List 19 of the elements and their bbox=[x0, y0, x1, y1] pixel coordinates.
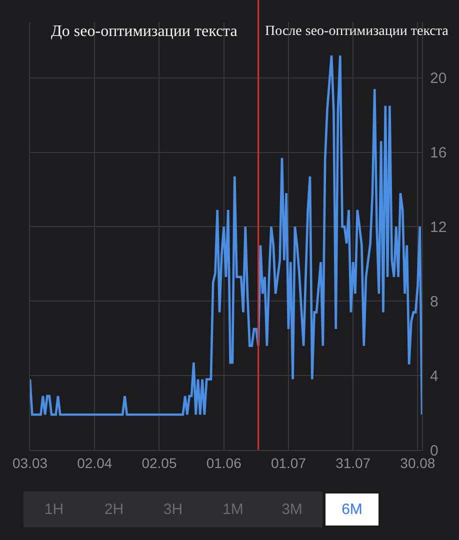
annotation: После seo-оптимизации текста bbox=[265, 24, 450, 39]
text: 2Н bbox=[104, 501, 124, 518]
y-tick-label: 4 bbox=[430, 368, 438, 385]
x-tick-label: 02.04 bbox=[77, 454, 112, 471]
x-tick-label: 31.07 bbox=[336, 454, 371, 471]
text: 1М bbox=[222, 501, 244, 518]
x-tick-label: 01.07 bbox=[270, 454, 306, 471]
y-tick-label: 20 bbox=[430, 70, 447, 88]
annotation: До seo-оптимизации текста bbox=[51, 23, 238, 40]
text: 3Н bbox=[163, 501, 183, 518]
y-tick-label: 16 bbox=[430, 144, 447, 162]
x-tick-label: 03.03 bbox=[12, 454, 48, 471]
x-tick-label: 02.05 bbox=[142, 454, 177, 471]
text: 3М bbox=[282, 501, 302, 518]
y-tick-label: 12 bbox=[430, 218, 447, 236]
x-tick-label: 01.06 bbox=[206, 454, 242, 471]
y-tick-label: 8 bbox=[430, 293, 438, 310]
text: 1Н bbox=[44, 501, 64, 518]
text: 6М bbox=[342, 501, 362, 518]
